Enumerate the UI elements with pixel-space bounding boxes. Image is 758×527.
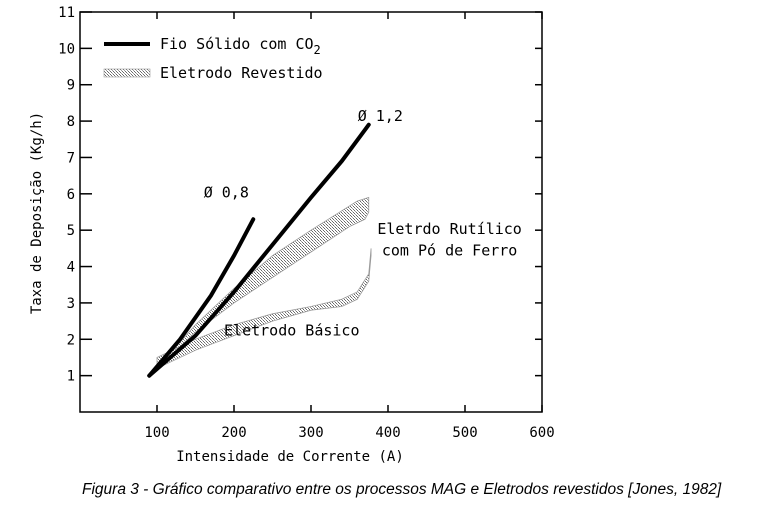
annotation-eletrdo-rutilico: Eletrdo Rutílico xyxy=(377,220,522,238)
annotation-1-2: Ø 1,2 xyxy=(358,107,403,125)
x-tick-label: 600 xyxy=(529,425,554,441)
legend-label-eletrodo-revestido: Eletrodo Revestido xyxy=(160,64,323,82)
legend-label-subscript: 2 xyxy=(314,43,321,57)
x-tick-label: 100 xyxy=(144,425,169,441)
y-tick-label: 10 xyxy=(58,41,75,57)
y-tick-label: 11 xyxy=(58,5,75,21)
y-tick-label: 4 xyxy=(67,260,75,276)
y-tick-label: 5 xyxy=(67,223,75,239)
x-tick-label: 200 xyxy=(221,425,246,441)
legend-swatch-hatched xyxy=(103,68,151,78)
x-tick-label: 300 xyxy=(298,425,323,441)
x-tick-label: 400 xyxy=(375,425,400,441)
legend: Fio Sólido com CO2 Eletrodo Revestido xyxy=(103,35,323,82)
series-line-0-8 xyxy=(147,217,256,378)
y-tick-label: 6 xyxy=(67,187,75,203)
series-line-1-2 xyxy=(147,122,371,378)
annotations: Ø 0,8 Ø 1,2 Eletrdo Rutílico com Pó de Ferr… xyxy=(204,107,522,340)
figure-caption: Figura 3 - Gráfico comparativo entre os … xyxy=(82,481,722,498)
annotation-0-8: Ø 0,8 xyxy=(204,183,249,201)
y-tick-label: 2 xyxy=(67,332,75,348)
legend-label-fio-solido: Fio Sólido com CO2 xyxy=(160,35,321,57)
annotation-com-po-de-ferro: com Pó de Ferro xyxy=(382,242,517,260)
y-tick-label: 1 xyxy=(67,369,75,385)
series-layer xyxy=(147,122,371,378)
x-axis-label: Intensidade de Corrente (A) xyxy=(176,449,404,465)
annotation-eletrodo-basico: Eletrodo Básico xyxy=(224,322,359,340)
region-eletrodo-basico xyxy=(156,248,372,369)
y-tick-label: 9 xyxy=(67,78,75,94)
x-tick-label: 500 xyxy=(452,425,477,441)
y-tick-label: 7 xyxy=(67,150,75,166)
y-tick-label: 3 xyxy=(67,296,75,312)
axis-ticks: 100 200 300 400 500 600 1 2 3 4 5 6 7 8 9 10 11 xyxy=(58,5,555,441)
y-tick-label: 8 xyxy=(67,114,75,130)
y-axis-label: Taxa de Deposição (Kg/h) xyxy=(29,112,45,314)
